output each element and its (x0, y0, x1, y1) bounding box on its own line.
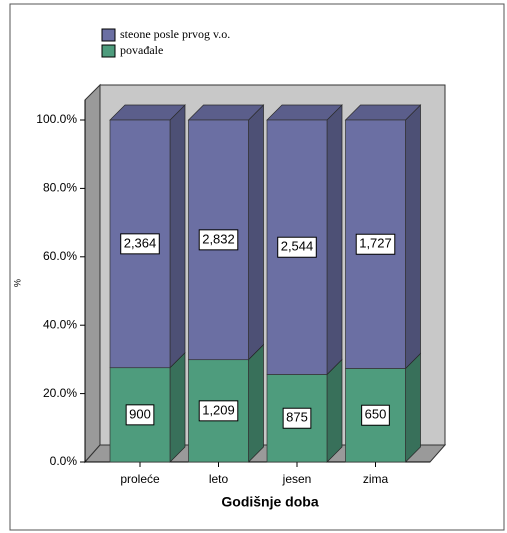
data-label: 2,544 (281, 239, 314, 254)
y-tick-label: 80.0% (43, 181, 77, 195)
data-label-box (361, 404, 390, 426)
x-tick-label: zima (363, 472, 389, 486)
data-label-box (277, 236, 317, 258)
data-label: 2,832 (202, 231, 235, 246)
data-label: 650 (365, 407, 387, 422)
y-tick-label: 100.0% (36, 112, 77, 126)
bar-side (405, 352, 421, 463)
data-label-box (355, 233, 396, 255)
data-label: 2,364 (124, 235, 157, 250)
x-tick-label: jesen (282, 472, 312, 486)
y-tick-label: 40.0% (43, 317, 77, 331)
data-label: 1,727 (359, 236, 392, 251)
y-tick-label: 0.0% (50, 454, 78, 468)
y-tick-label: 60.0% (43, 249, 77, 263)
data-label: 900 (129, 406, 151, 421)
legend-swatch (101, 44, 116, 58)
data-label-box (125, 404, 155, 426)
bar-side (326, 104, 343, 376)
bar-side (169, 351, 186, 463)
data-label-box (282, 407, 312, 429)
x-axis-label: Godišnje doba (221, 494, 318, 510)
legend-label: steone posle prvog v.o. (120, 27, 230, 41)
bar-side (248, 343, 264, 463)
y-tick-label: 20.0% (43, 386, 77, 400)
bar-side (248, 104, 264, 361)
y-axis-label: % (12, 279, 22, 287)
bar-side (169, 104, 186, 369)
legend-swatch (101, 28, 116, 42)
data-label: 875 (286, 410, 308, 425)
data-label-box (198, 229, 239, 251)
legend-label: povađale (120, 43, 163, 57)
data-label: 1,209 (202, 402, 235, 417)
side-wall (84, 83, 101, 464)
x-tick-label: leto (209, 472, 229, 486)
data-label-box (198, 400, 239, 422)
bar-side (326, 358, 343, 463)
x-tick-label: proleće (120, 472, 160, 486)
bar-side (405, 104, 421, 370)
data-label-box (120, 233, 160, 255)
